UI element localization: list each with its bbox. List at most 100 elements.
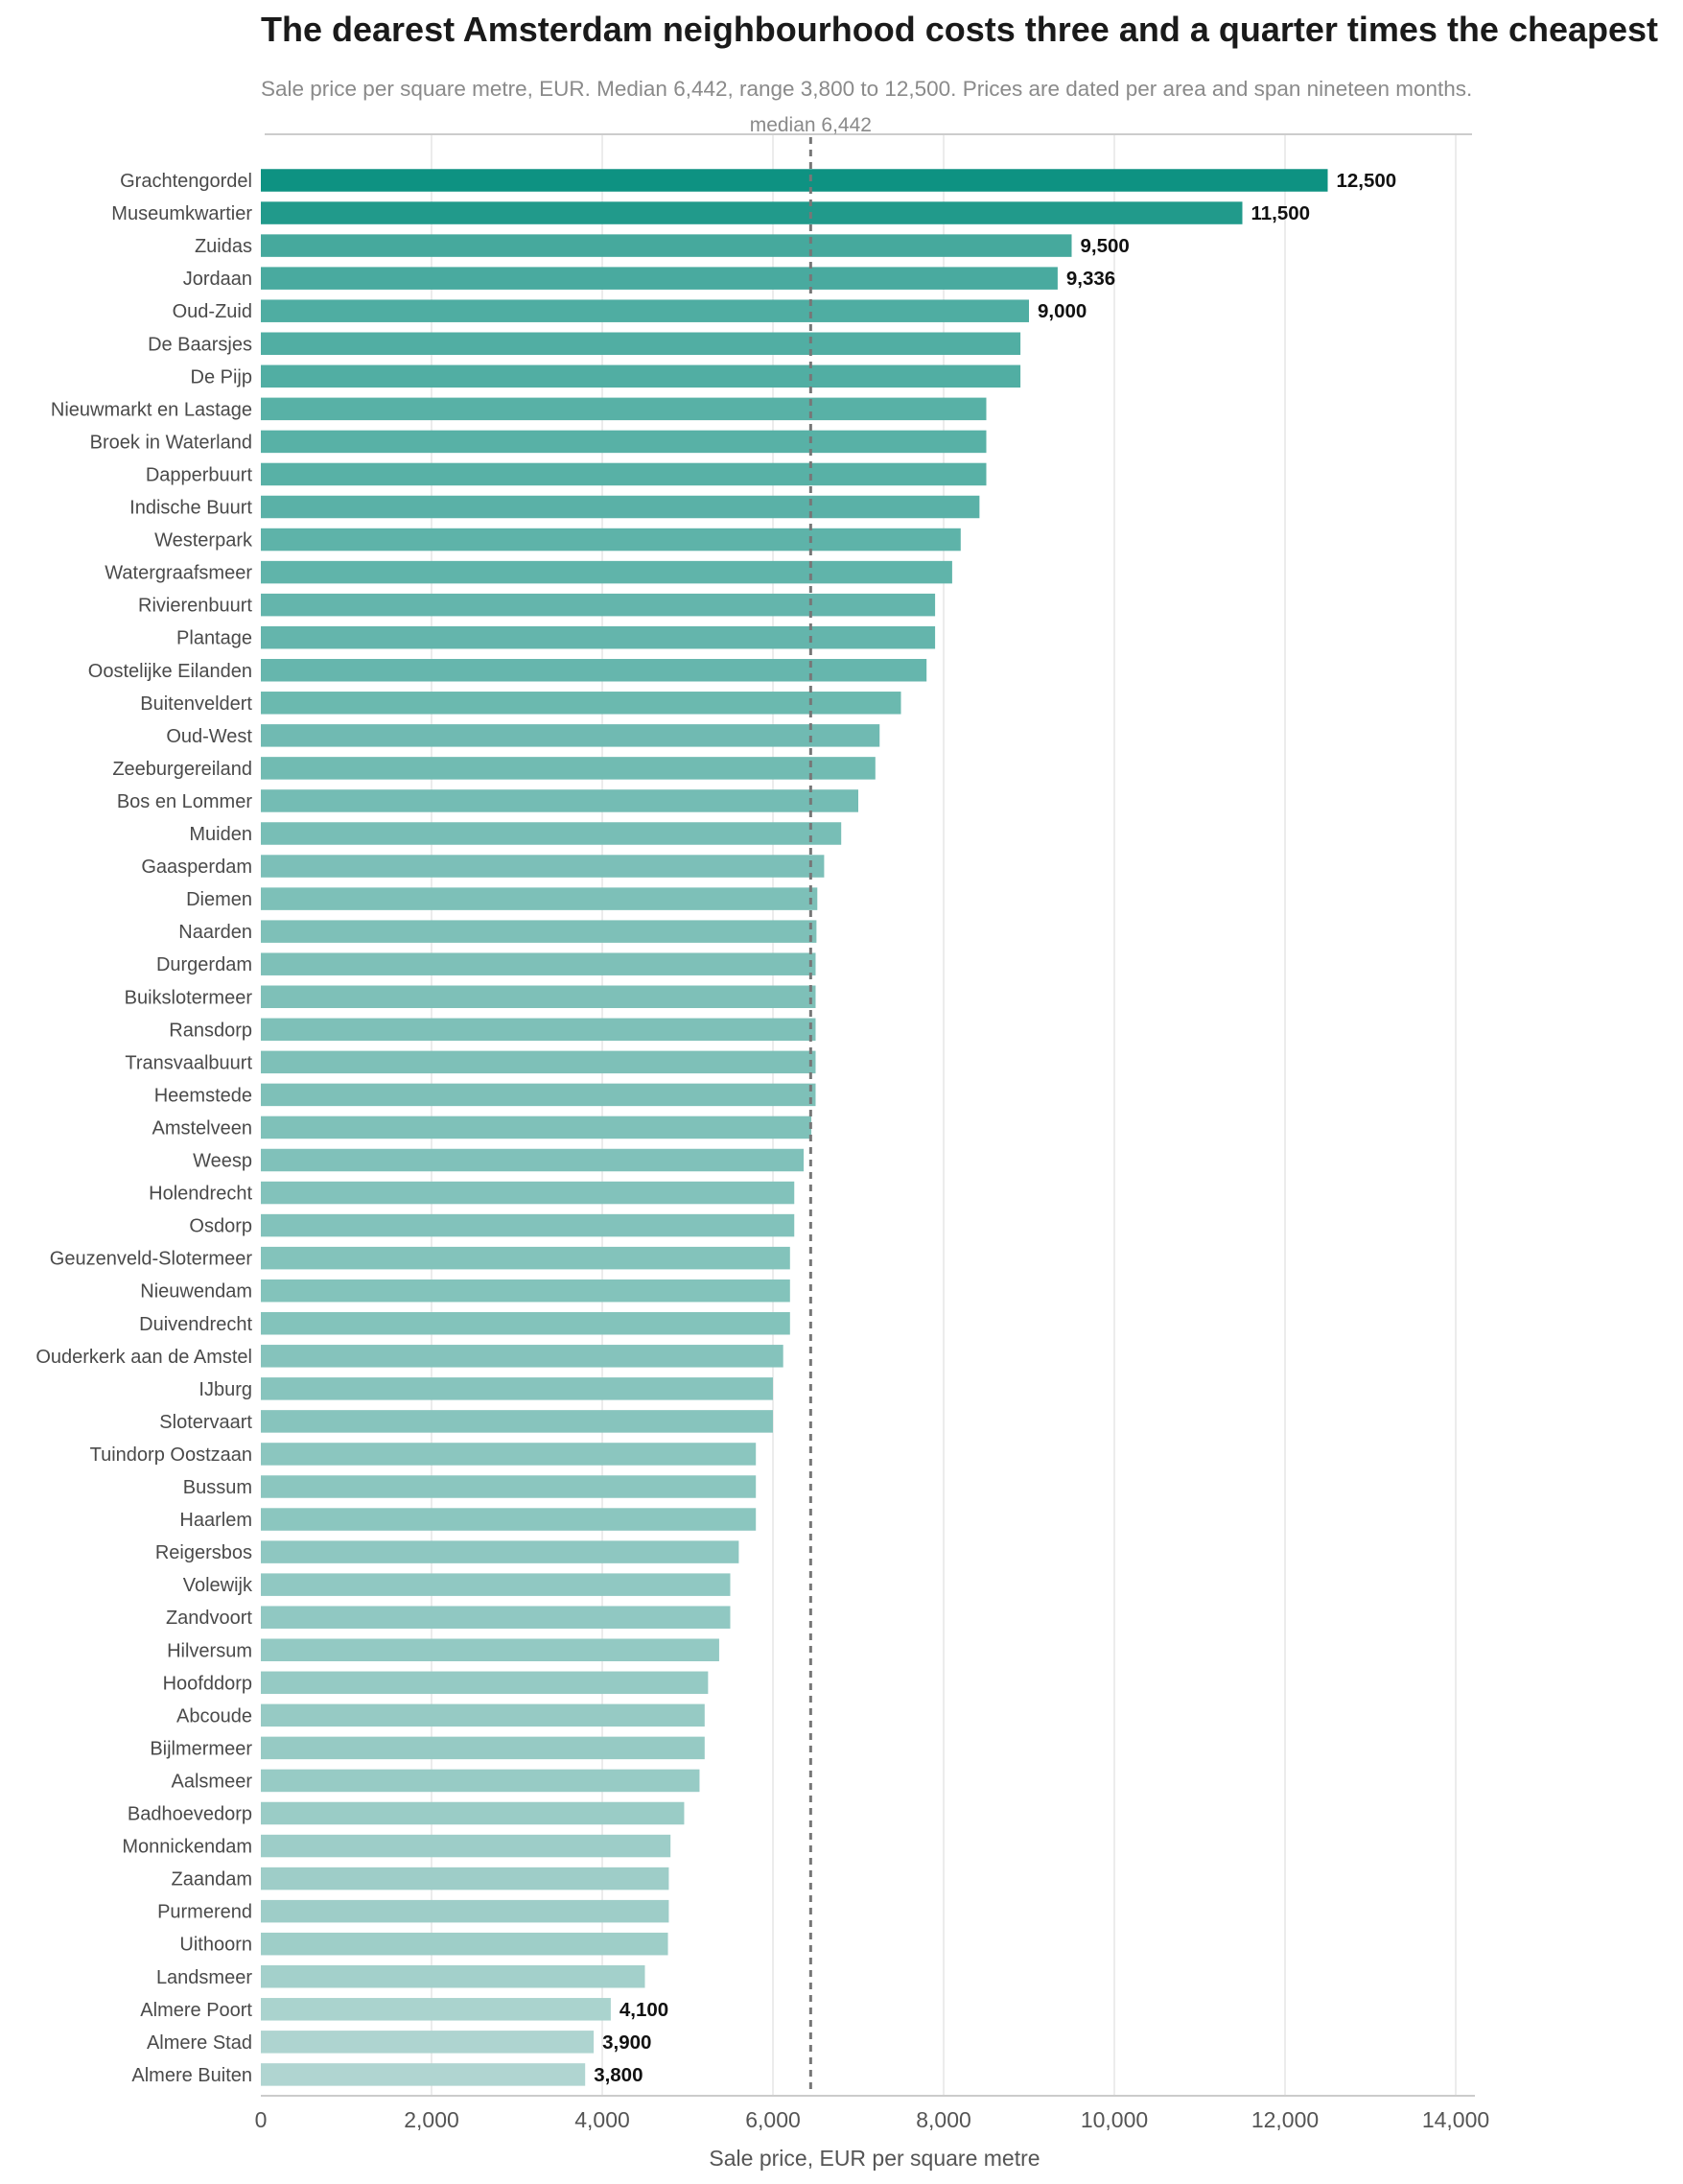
bar	[261, 593, 936, 617]
category-label: Zeeburgereiland	[112, 759, 252, 780]
bar	[261, 1965, 645, 1988]
bar	[261, 2063, 586, 2086]
category-label: Almere Buiten	[131, 2065, 252, 2086]
bar	[261, 920, 817, 943]
bar	[261, 1834, 671, 1858]
bar	[261, 1018, 816, 1042]
category-label: Hilversum	[167, 1640, 252, 1661]
bar	[261, 560, 952, 584]
category-label: Heemstede	[154, 1085, 252, 1106]
bar	[261, 1606, 731, 1629]
category-label: Nieuwmarkt en Lastage	[51, 399, 252, 420]
bar	[261, 692, 901, 715]
category-label: Plantage	[176, 628, 252, 649]
bar	[261, 822, 842, 845]
bar	[261, 1703, 705, 1727]
category-label: Nieuwendam	[140, 1281, 252, 1303]
category-label: Transvaalbuurt	[125, 1052, 252, 1073]
category-label: Watergraafsmeer	[105, 563, 252, 584]
category-label: Oostelijke Eilanden	[88, 661, 252, 682]
category-label: Hoofddorp	[163, 1673, 252, 1694]
data-label: 11,500	[1251, 202, 1311, 224]
x-tick-labels: 0 2,000 4,000 6,000 8,000 10,000 12,000 14,000	[255, 2107, 1490, 2132]
bar	[261, 1638, 719, 1661]
category-label: Museumkwartier	[111, 203, 252, 224]
category-label: Buikslotermeer	[125, 987, 253, 1008]
bar	[261, 1279, 790, 1303]
bar	[261, 985, 816, 1008]
bar	[261, 234, 1072, 257]
x-tick-label: 8,000	[916, 2107, 971, 2132]
category-label: Zandvoort	[166, 1608, 252, 1629]
bar	[261, 1671, 709, 1695]
data-label: 9,500	[1081, 235, 1130, 257]
bar	[261, 201, 1243, 224]
category-label: Bos en Lommer	[117, 791, 253, 812]
value-labels: 12,500 11,500 9,500 9,336 9,000 4,100 3,900 3,8…	[594, 170, 1396, 2086]
category-label: Duivendrecht	[139, 1314, 252, 1335]
chart-subtitle: Sale price per square metre, EUR. Median…	[261, 77, 1473, 101]
category-labels: Grachtengordel Museumkwartier Zuidas Jordaa…	[35, 171, 253, 2086]
data-label: 9,000	[1038, 300, 1087, 322]
bar	[261, 1083, 816, 1107]
x-tick-label: 10,000	[1081, 2107, 1148, 2132]
category-label: Monnickendam	[122, 1837, 252, 1858]
category-label: Tuindorp Oostzaan	[90, 1444, 252, 1466]
data-label: 9,336	[1066, 268, 1115, 290]
category-label: Bijlmermeer	[150, 1738, 252, 1759]
bar	[261, 1769, 700, 1793]
category-label: Almere Stad	[147, 2032, 252, 2054]
category-label: Osdorp	[189, 1216, 252, 1237]
bar	[261, 659, 927, 682]
category-label: Badhoevedorp	[128, 1804, 252, 1825]
category-label: Jordaan	[183, 269, 252, 290]
category-label: Uithoorn	[179, 1935, 252, 1956]
category-label: Weesp	[193, 1151, 252, 1172]
bar	[261, 1050, 816, 1074]
category-label: Dapperbuurt	[146, 464, 253, 485]
bar	[261, 757, 876, 780]
category-label: Muiden	[189, 824, 252, 845]
x-tick-label: 12,000	[1251, 2107, 1319, 2132]
bar	[261, 1377, 773, 1400]
category-label: Volewijk	[183, 1575, 253, 1596]
category-label: Grachtengordel	[120, 171, 252, 192]
category-label: Geuzenveld-Slotermeer	[50, 1249, 253, 1270]
x-tick-label: 0	[255, 2107, 268, 2132]
bar	[261, 364, 1021, 388]
category-label: Ransdorp	[169, 1020, 252, 1041]
category-label: IJburg	[199, 1379, 252, 1400]
category-label: Durgerdam	[156, 954, 252, 975]
category-label: Bussum	[183, 1477, 252, 1498]
bar	[261, 1345, 783, 1368]
category-label: Indische Buurt	[129, 498, 252, 519]
bar	[261, 789, 858, 812]
bar	[261, 1801, 685, 1825]
bar	[261, 1573, 731, 1596]
category-label: Holendrecht	[149, 1184, 252, 1205]
category-label: Diemen	[186, 889, 252, 910]
category-label: Rivierenbuurt	[138, 596, 252, 617]
bar	[261, 1998, 611, 2021]
category-label: Gaasperdam	[141, 857, 252, 878]
category-label: Broek in Waterland	[90, 432, 252, 453]
category-label: Haarlem	[179, 1510, 252, 1531]
bar	[261, 1443, 757, 1466]
bar	[261, 495, 980, 519]
data-label: 3,800	[594, 2064, 643, 2086]
bar	[261, 1736, 705, 1760]
bar	[261, 1899, 669, 1923]
category-label: Almere Poort	[140, 2000, 252, 2021]
category-label: De Baarsjes	[148, 334, 252, 355]
bar	[261, 299, 1029, 322]
category-label: Buitenveldert	[140, 693, 252, 715]
bar	[261, 1148, 805, 1172]
chart-title: The dearest Amsterdam neighbourhood cost…	[261, 10, 1659, 49]
category-label: Reigersbos	[155, 1542, 252, 1563]
gridlines	[431, 134, 1457, 2096]
bar	[261, 1115, 812, 1139]
category-label: Landsmeer	[156, 1967, 252, 1988]
bar	[261, 887, 818, 910]
bar	[261, 1932, 668, 1956]
